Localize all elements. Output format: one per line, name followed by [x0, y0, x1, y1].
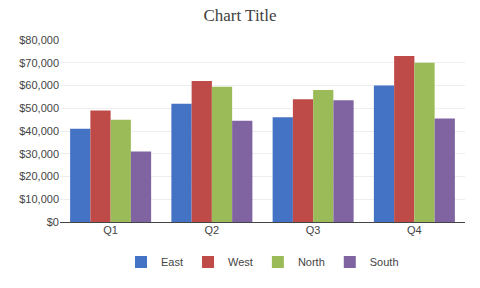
svg-text:North: North	[298, 256, 325, 268]
svg-text:$50,000: $50,000	[19, 102, 59, 114]
svg-text:$40,000: $40,000	[19, 125, 59, 137]
svg-text:$30,000: $30,000	[19, 148, 59, 160]
svg-text:West: West	[228, 256, 253, 268]
svg-text:Chart Title: Chart Title	[203, 6, 276, 25]
svg-text:East: East	[161, 256, 183, 268]
svg-text:$20,000: $20,000	[19, 170, 59, 182]
svg-text:Q1: Q1	[103, 224, 118, 236]
svg-text:South: South	[370, 256, 399, 268]
svg-text:$10,000: $10,000	[19, 193, 59, 205]
svg-text:Q4: Q4	[407, 224, 422, 236]
svg-text:$70,000: $70,000	[19, 57, 59, 69]
svg-text:Q3: Q3	[306, 224, 321, 236]
svg-text:$60,000: $60,000	[19, 79, 59, 91]
svg-text:$0: $0	[47, 216, 59, 228]
svg-text:$80,000: $80,000	[19, 34, 59, 46]
svg-text:Q2: Q2	[205, 224, 220, 236]
